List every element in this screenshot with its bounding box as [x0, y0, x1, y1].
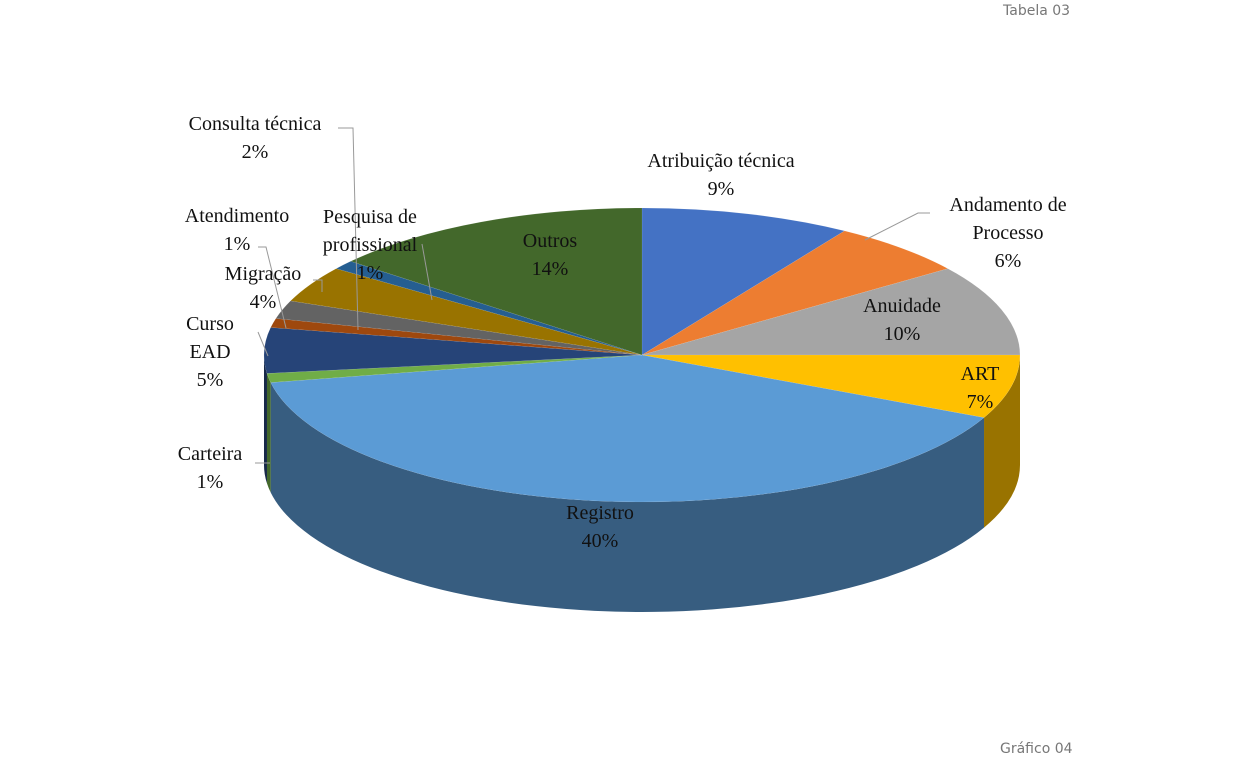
value-label: 40% — [581, 530, 619, 552]
value-label: 7% — [966, 391, 994, 413]
value-label: 4% — [249, 291, 277, 313]
value-label: 6% — [994, 250, 1022, 272]
data-label: Curso EAD 5% — [180, 310, 240, 394]
slice — [641, 230, 949, 356]
footer: Gráfico 04 — [1000, 741, 1073, 757]
slice — [290, 268, 643, 356]
data-label: Andamento de Processo 6% — [933, 191, 1083, 275]
data-label: Consulta técnica 2% — [189, 110, 322, 166]
leader-line — [864, 212, 930, 241]
data-label: Anuidade 10% — [863, 292, 941, 348]
category-label: Pesquisa de profissional — [322, 206, 418, 256]
slice — [335, 261, 643, 356]
value-label: 1% — [356, 262, 384, 284]
category-label: Migração — [224, 263, 302, 285]
category-label: Atribuição técnica — [647, 150, 795, 172]
category-label: ART — [960, 363, 1000, 385]
value-label: 1% — [223, 233, 251, 255]
category-label: Anuidade — [863, 295, 941, 317]
data-label: ART 7% — [961, 360, 1000, 416]
data-label: Atendimento 1% — [185, 202, 289, 258]
category-label: Registro — [566, 502, 634, 524]
leader-line — [258, 246, 287, 329]
data-label: Migração 4% — [225, 260, 302, 316]
slice — [641, 207, 846, 356]
slice — [350, 207, 643, 356]
leader-line — [338, 127, 359, 331]
slice — [266, 354, 643, 383]
value-label: 1% — [196, 471, 224, 493]
data-label: Pesquisa de profissional 1% — [305, 203, 435, 287]
header: Tabela 03 — [1003, 3, 1071, 19]
slice — [641, 354, 1021, 418]
slice — [270, 318, 643, 356]
data-label: Registro 40% — [566, 499, 634, 555]
slice-side — [264, 355, 267, 484]
category-label: Consulta técnica — [188, 113, 322, 135]
leader-line — [421, 243, 433, 301]
value-label: 5% — [196, 369, 224, 391]
category-label: Andamento de Processo — [949, 194, 1067, 244]
category-label: Outros — [522, 230, 578, 252]
data-label: Outros 14% — [523, 227, 577, 283]
slice — [275, 300, 643, 356]
slice-side — [270, 382, 985, 612]
data-label: Atribuição técnica 9% — [647, 147, 794, 203]
category-label: Carteira — [177, 443, 243, 465]
slice-side — [266, 373, 271, 493]
value-label: 9% — [707, 178, 735, 200]
value-label: 14% — [531, 258, 569, 280]
slice — [270, 354, 985, 503]
data-label: Carteira 1% — [178, 440, 242, 496]
leader-line — [313, 279, 323, 292]
slice — [641, 268, 1021, 356]
value-label: 10% — [883, 323, 921, 345]
value-label: 2% — [241, 141, 269, 163]
slice-side — [984, 355, 1020, 528]
slice — [263, 327, 643, 374]
category-label: Atendimento — [184, 205, 290, 227]
leader-line — [257, 331, 269, 357]
category-label: Curso EAD — [186, 313, 234, 363]
